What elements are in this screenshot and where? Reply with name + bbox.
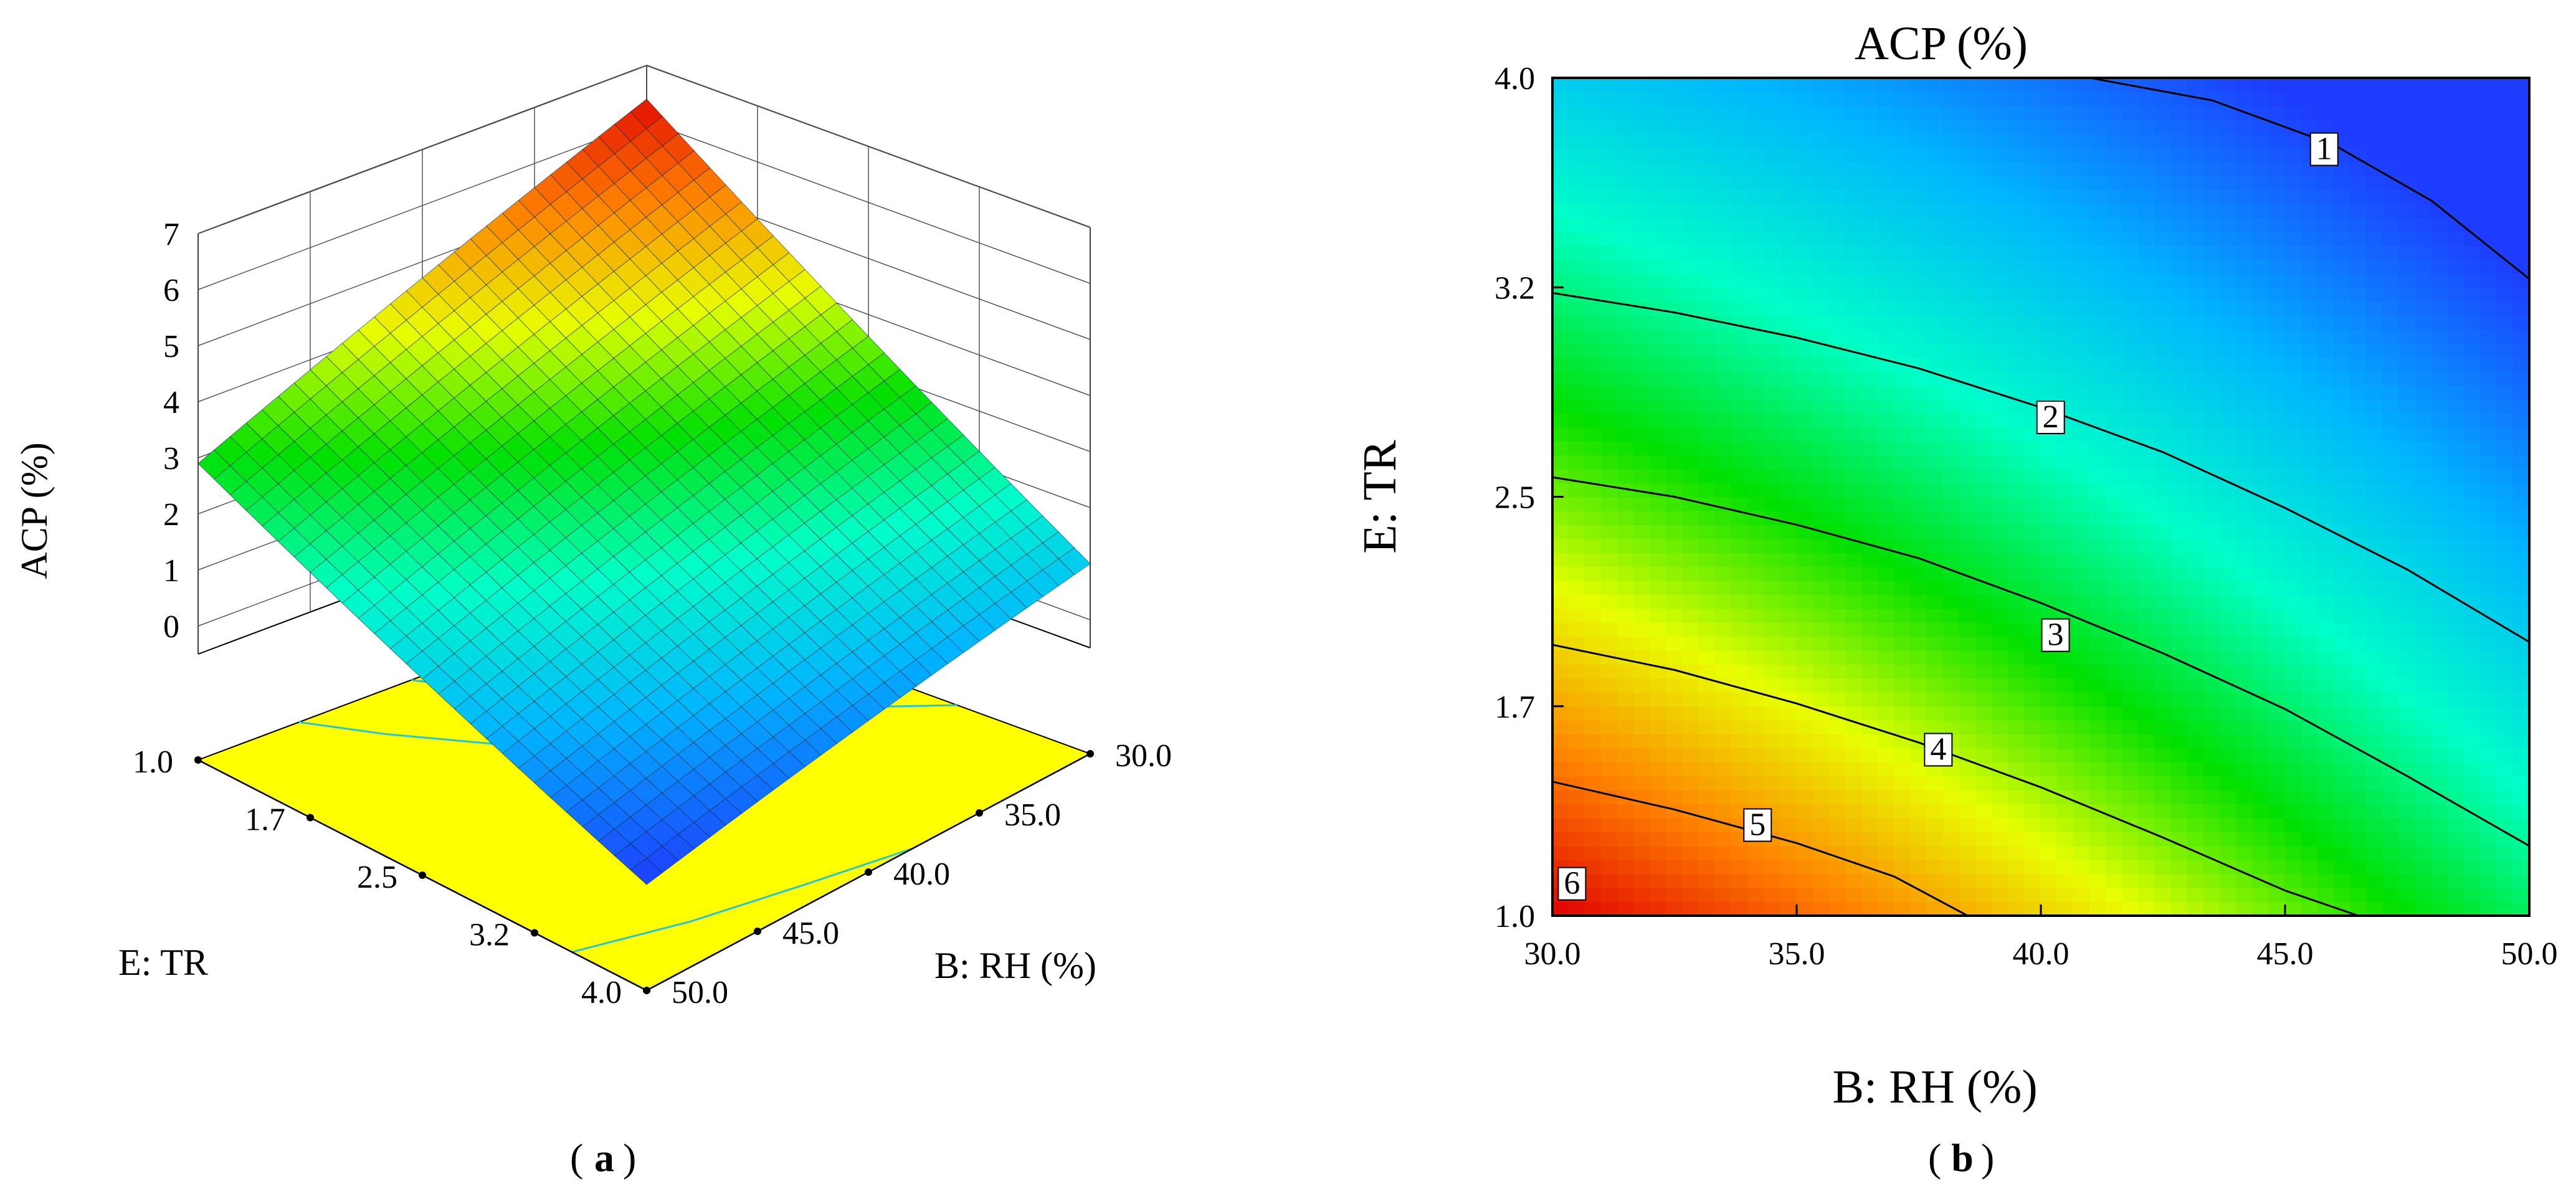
x-tick-label: 45.0	[2257, 936, 2314, 972]
contour-labels: 1 2 3 4 5 6	[1557, 131, 2339, 901]
svg-text:(: (	[1928, 1136, 1941, 1180]
contour-label: 4	[1930, 731, 1946, 767]
x-tick-label: 30.0	[1524, 936, 1581, 972]
x-tick-label: 2.5	[357, 860, 397, 895]
x-tick-label: 50.0	[2501, 936, 2558, 972]
x-tick-mark	[307, 814, 314, 822]
contour-label-box	[1743, 808, 1772, 842]
panel-a-surface-plot: 7 6 5 4 3 2 1 0 1.0 1.7 2.5 3.2 4.0 30.0 35.0 40.0 45.0 5…	[14, 65, 1172, 1180]
z-tick-label: 7	[163, 217, 179, 252]
contour-label: 5	[1749, 807, 1766, 843]
chart-title: ACP (%)	[1855, 17, 2028, 70]
contour-line	[1552, 476, 2529, 847]
y-axis-title: E: TR	[1354, 440, 1406, 554]
z-tick-label: 4	[163, 385, 179, 420]
y-tick-mark	[976, 809, 983, 817]
z-tick-label: 3	[163, 441, 179, 477]
x-tick-label: 35.0	[1769, 936, 1825, 972]
response-surface	[197, 98, 1091, 885]
y-tick-mark	[1086, 750, 1094, 757]
z-tick-label: 2	[163, 497, 179, 533]
contour-label: 3	[2048, 617, 2064, 653]
color-fill	[1552, 78, 2529, 916]
z-tick-label: 0	[163, 609, 179, 645]
x-axis-title: E: TR	[118, 942, 208, 983]
x-tick-label: 1.0	[133, 744, 173, 780]
z-axis-title: ACP (%)	[14, 442, 55, 579]
y-axis-title: B: RH (%)	[934, 945, 1096, 986]
contour-label: 2	[2043, 399, 2059, 435]
svg-text:): )	[1981, 1136, 1994, 1180]
y-tick-mark	[754, 928, 761, 935]
contour-line	[1552, 643, 2359, 916]
contour-label-box	[1557, 866, 1587, 901]
x-axis-title: B: RH (%)	[1832, 1061, 2037, 1113]
y-tick-label: 1.0	[1495, 899, 1535, 934]
x-tick-label: 4.0	[581, 975, 622, 1010]
y-tick-label: 4.0	[1495, 61, 1535, 97]
y-tick-label: 45.0	[782, 916, 839, 951]
panel-a-caption: a	[594, 1136, 614, 1180]
y-tick-mark	[865, 868, 872, 876]
contour-label-box	[2036, 400, 2065, 434]
y-tick-label: 30.0	[1115, 738, 1172, 774]
contour-label-box	[2309, 132, 2339, 166]
svg-text:): )	[623, 1136, 636, 1180]
axis-ticks: 30.0 35.0 40.0 45.0 50.0 1.0 1.7 2.5 3.2 4.0	[1495, 61, 2558, 972]
contour-label: 1	[2316, 131, 2332, 167]
y-tick-mark	[643, 987, 650, 994]
y-tick-label: 2.5	[1495, 480, 1535, 516]
contour-line	[1552, 781, 1969, 916]
x-tick-label: 40.0	[2013, 936, 2070, 972]
y-tick-label: 35.0	[1004, 797, 1061, 833]
x-tick-mark	[194, 756, 202, 764]
axis-ticks: 7 6 5 4 3 2 1 0 1.0 1.7 2.5 3.2 4.0 30.0 35.0 40.0 45.0 5…	[133, 217, 1172, 1010]
panel-b-contour-plot: 1 2 3 4 5 6 30.0 35.0 40.0 45.0 50.0 1.0 1.7 2.5 3.2 4…	[1354, 17, 2558, 1180]
contour-label-box	[2041, 618, 2070, 652]
z-tick-label: 6	[163, 273, 179, 308]
contour-label-box	[1924, 733, 1953, 767]
x-tick-mark	[419, 871, 426, 879]
x-tick-label: 3.2	[469, 918, 510, 953]
contour-area	[1552, 78, 2529, 916]
z-tick-label: 1	[163, 553, 179, 589]
contour-label: 6	[1564, 866, 1580, 901]
x-tick-label: 1.7	[245, 802, 285, 838]
z-tick-label: 5	[163, 329, 179, 364]
x-tick-mark	[531, 929, 538, 937]
panel-b-caption: b	[1951, 1136, 1974, 1180]
y-tick-label: 40.0	[893, 857, 950, 892]
y-tick-label: 1.7	[1495, 690, 1535, 725]
svg-text:(: (	[570, 1136, 583, 1180]
y-tick-label: 3.2	[1495, 270, 1535, 306]
y-tick-label: 50.0	[672, 975, 728, 1010]
